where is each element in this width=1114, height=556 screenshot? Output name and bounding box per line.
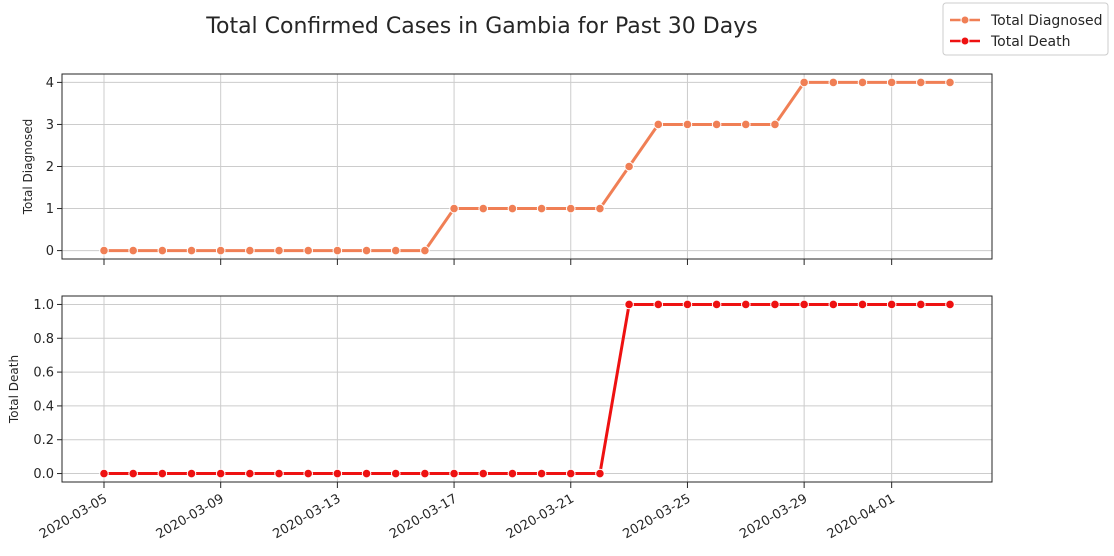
data-point [916,299,926,310]
data-point [740,119,751,130]
data-point [857,77,868,88]
legend-frame [942,2,1109,56]
data-point [945,299,955,310]
data-point [99,468,109,479]
data-point [799,77,809,88]
data-point [711,119,722,130]
y-tick-label: 0.2 [33,433,54,448]
data-point [507,468,518,479]
data-point [128,245,138,256]
data-point [420,245,430,256]
data-point [507,203,518,214]
data-point [390,245,401,256]
data-point [711,299,722,310]
data-point [274,245,284,256]
y-tick-label: 1 [46,202,54,217]
data-point [332,245,343,256]
x-tick-label: 2020-03-05 [37,491,110,542]
y-tick-label: 0.0 [33,467,54,482]
data-point [536,468,547,479]
data-point [449,468,459,479]
data-point [916,77,926,88]
data-point [886,299,897,310]
x-tick-label: 2020-03-13 [270,491,343,542]
data-point [536,203,547,214]
data-point [682,299,693,310]
data-point [245,468,255,479]
data-point [361,245,372,256]
data-point [303,468,314,479]
data-point [332,468,343,479]
y-tick-label: 0.8 [33,332,54,347]
data-point [595,468,605,479]
plot-frame [61,295,993,483]
y-tick-label: 0.4 [33,399,54,414]
legend-marker-total-diagnosed [960,15,970,25]
data-point [361,468,372,479]
x-tick-label: 2020-03-25 [621,491,694,542]
y-axis-label: Total Death [7,355,21,424]
x-tick-label: 2020-04-01 [825,491,898,542]
data-point [740,299,751,310]
data-point [828,299,839,310]
plot-frame [61,73,993,260]
data-point [157,468,168,479]
x-tick-label: 2020-03-17 [387,491,460,542]
y-tick-label: 0 [46,244,54,259]
data-point [653,119,664,130]
data-point [828,77,839,88]
data-point [595,203,605,214]
x-tick-label: 2020-03-21 [504,491,577,542]
data-point [274,468,284,479]
x-tick-label: 2020-03-29 [737,491,810,542]
data-point [128,468,138,479]
data-point [303,245,314,256]
data-point [945,77,955,88]
data-point [478,468,489,479]
data-point [857,299,868,310]
y-axis-label: Total Diagnosed [21,119,35,216]
data-point [420,468,430,479]
legend-marker-total-death [960,36,970,46]
data-point [624,161,634,172]
x-tick-label: 2020-03-09 [154,491,227,542]
panel-total-death: 0.0 0.2 0.4 0.6 0.8 1.0 Total Death [7,295,993,488]
data-point [799,299,809,310]
series-line-total-diagnosed [104,80,950,253]
data-point [245,245,255,256]
data-point [99,245,109,256]
data-point [565,468,576,479]
data-point [186,245,197,256]
legend-label-total-diagnosed: Total Diagnosed [990,13,1103,29]
data-point [157,245,168,256]
data-point [478,203,489,214]
data-point [186,468,197,479]
data-point [565,203,576,214]
data-point [390,468,401,479]
series-line-total-death [104,302,950,476]
data-point [653,299,664,310]
data-point [770,299,780,310]
data-point [886,77,897,88]
y-tick-label: 4 [46,76,54,91]
data-point [770,119,780,130]
x-axis: 2020-03-05 2020-03-09 2020-03-13 2020-03-17… [37,491,898,542]
data-point [215,245,226,256]
y-tick-label: 3 [46,118,54,133]
legend: Total Diagnosed Total Death [942,2,1109,56]
data-point [624,299,634,310]
y-tick-label: 0.6 [33,366,54,381]
y-tick-label: 1.0 [33,298,54,313]
y-tick-label: 2 [46,160,54,175]
data-point [682,119,693,130]
legend-label-total-death: Total Death [990,34,1070,50]
chart-title: Total Confirmed Cases in Gambia for Past… [205,14,757,39]
data-point [449,203,459,214]
panel-total-diagnosed: 0 1 2 3 4 Total Diagnosed [21,73,993,265]
data-point [215,468,226,479]
